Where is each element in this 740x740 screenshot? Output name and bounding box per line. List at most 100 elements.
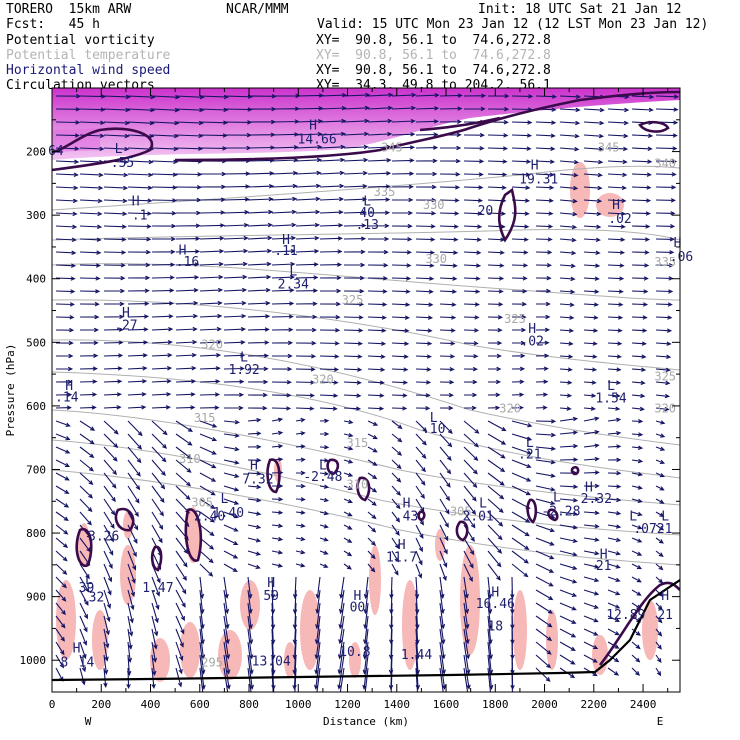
theta-label: 320 [201,338,223,352]
circulation-vector [199,326,222,332]
model-name: TORERO 15km ARW [6,2,132,17]
circulation-vector [271,288,295,293]
circulation-vector [367,171,392,176]
circulation-vector [271,209,297,215]
circulation-vector [79,667,86,686]
circulation-vector [631,498,643,503]
circulation-vector [199,236,225,241]
theta-label: 295 [201,656,223,670]
circulation-vector [271,145,299,150]
circulation-vector [439,172,461,177]
theta-contour [52,228,680,241]
circulation-vector [511,94,534,99]
circulation-vector [223,589,230,615]
circulation-vector [415,459,426,473]
circulation-vector [319,418,330,424]
circulation-vector [463,537,475,556]
circulation-vector [319,484,330,489]
extremum-value: -2.48 [303,470,342,485]
circulation-vector [655,667,662,677]
circulation-vector [607,302,624,307]
circulation-vector [247,444,262,450]
circulation-vector [631,185,652,190]
circulation-vector [463,576,469,599]
circulation-vector [271,235,297,241]
circulation-vector [175,550,188,568]
circulation-vector [127,224,152,229]
circulation-vector [127,185,153,191]
circulation-vector [175,185,203,190]
circulation-vector [583,328,599,333]
circulation-vector [79,289,101,294]
circulation-vector [391,223,413,229]
circulation-vector [319,563,329,568]
circulation-vector [607,198,627,204]
circulation-vector [199,133,228,138]
extremum-marker: H [353,589,361,604]
circulation-vector [559,524,579,530]
circulation-vector [583,602,599,609]
circulation-vector [55,459,71,467]
circulation-vector [127,211,153,216]
extremum-value: 20 [478,204,494,219]
circulation-vector [511,485,532,496]
circulation-vector [319,301,342,307]
circulation-vector [559,198,578,204]
circulation-vector [271,417,284,422]
circulation-vector [338,615,345,645]
x-tick-label: 0 [49,698,56,711]
circulation-vector [127,628,133,650]
circulation-vector [199,339,222,345]
circulation-vector [295,431,306,436]
circulation-vector [175,563,187,581]
pv-contour [547,508,559,522]
circulation-vector [79,459,94,472]
circulation-vector [367,420,379,426]
circulation-vector [55,93,82,99]
extremum-marker: L [363,195,371,210]
theta-label: 335 [374,185,396,199]
circulation-vector [511,511,531,523]
circulation-vector [79,276,101,281]
circulation-vector [199,420,218,428]
circulation-vector [655,459,666,465]
extremum-value: .43 [395,509,418,524]
circulation-vector [199,184,227,190]
circulation-vector [175,667,183,688]
circulation-vector [79,146,105,152]
extremum-marker: H [612,198,620,213]
circulation-vector [463,224,483,229]
circulation-vector [103,327,124,332]
circulation-vector [367,537,377,546]
circulation-vector [607,367,622,372]
pv-shading-upper [52,88,680,160]
circulation-vector [103,185,129,191]
circulation-vector [151,249,176,255]
circulation-vector [463,341,479,346]
circulation-vector [247,196,274,202]
circulation-vector [55,276,76,281]
circulation-vector [535,263,552,268]
x-tick-label: 2200 [581,698,608,711]
circulation-vector [271,196,298,202]
circulation-vector [655,224,676,229]
circulation-vector [79,654,87,673]
circulation-vector [463,237,482,242]
circulation-vector [199,379,221,384]
circulation-vector [631,628,641,636]
circulation-vector [391,367,409,372]
circulation-vector [655,472,665,478]
circulation-vector [127,433,143,450]
circulation-vector [55,392,73,397]
circulation-vector [223,628,231,660]
circulation-vector [55,628,65,642]
circulation-vector [55,379,73,385]
circulation-vector [607,511,622,516]
circulation-vector [607,484,622,489]
circulation-vector [463,366,479,372]
circulation-vector [631,445,644,451]
circulation-vector [79,511,92,526]
circulation-vector [295,196,321,202]
circulation-vector [463,628,471,660]
theta-label: 330 [425,252,447,266]
